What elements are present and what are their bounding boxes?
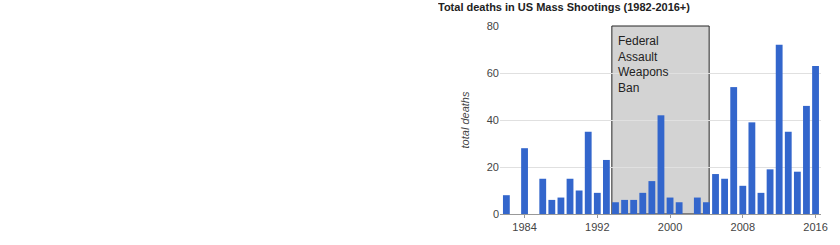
svg-text:0: 0 [493,208,499,220]
svg-text:2008: 2008 [731,221,755,233]
svg-text:1984: 1984 [512,221,536,233]
svg-text:total deaths: total deaths [459,91,471,148]
svg-text:40: 40 [487,114,499,126]
svg-text:80: 80 [487,20,499,32]
svg-text:2016: 2016 [803,221,827,233]
svg-text:Total deaths in US Mass Shooti: Total deaths in US Mass Shootings (1982-… [438,1,690,13]
svg-text:1992: 1992 [585,221,609,233]
svg-text:2000: 2000 [658,221,682,233]
svg-text:60: 60 [487,67,499,79]
svg-text:20: 20 [487,161,499,173]
svg-text:FederalAssaultWeaponsBan: FederalAssaultWeaponsBan [618,34,668,95]
